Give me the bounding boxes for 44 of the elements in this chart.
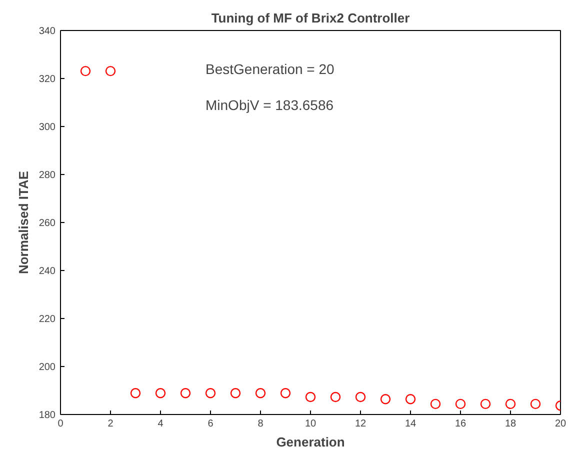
y-axis-title: Normalised ITAE bbox=[16, 170, 31, 274]
x-tick-label: 8 bbox=[258, 418, 264, 430]
x-tick-label: 4 bbox=[158, 418, 164, 430]
x-axis-title: Generation bbox=[276, 434, 345, 450]
y-tick-label: 340 bbox=[38, 26, 56, 37]
annotation: MinObjV = 183.6586 bbox=[206, 96, 334, 113]
point bbox=[230, 388, 241, 398]
x-tick-label: 14 bbox=[404, 418, 416, 430]
y-tick-label: 300 bbox=[38, 122, 56, 133]
x-tick-label: 10 bbox=[304, 418, 316, 430]
point bbox=[455, 398, 466, 410]
y-tick-label: 280 bbox=[38, 170, 56, 181]
point bbox=[430, 398, 441, 410]
point bbox=[505, 398, 516, 410]
y-tick-label: 240 bbox=[38, 266, 56, 277]
point bbox=[80, 66, 91, 76]
point bbox=[405, 394, 416, 404]
point bbox=[380, 394, 391, 404]
annotation: BestGeneration = 20 bbox=[206, 60, 335, 77]
x-tick-label: 16 bbox=[454, 418, 466, 430]
x-tick-label: 0 bbox=[58, 418, 64, 430]
point bbox=[355, 392, 366, 402]
point bbox=[255, 388, 266, 398]
point bbox=[305, 392, 316, 402]
point bbox=[280, 388, 291, 398]
y-tick-label: 180 bbox=[38, 410, 56, 421]
y-tick-label: 320 bbox=[38, 74, 56, 85]
point bbox=[130, 388, 141, 398]
x-tick-label: 12 bbox=[354, 418, 366, 430]
chart-title: Tuning of MF of Brix2 Controller bbox=[211, 10, 410, 26]
point bbox=[205, 388, 216, 398]
x-tick-label: 2 bbox=[108, 418, 114, 430]
point bbox=[330, 392, 341, 402]
point bbox=[480, 398, 491, 410]
y-tick-label: 260 bbox=[38, 218, 56, 229]
point bbox=[530, 398, 541, 410]
point bbox=[180, 388, 191, 398]
x-tick-label: 20 bbox=[554, 418, 566, 430]
point bbox=[105, 66, 116, 76]
y-tick-label: 220 bbox=[38, 314, 56, 325]
x-tick-label: 6 bbox=[208, 418, 214, 430]
point bbox=[155, 388, 166, 398]
x-tick-label: 18 bbox=[504, 418, 516, 430]
y-tick-label: 200 bbox=[38, 362, 56, 373]
